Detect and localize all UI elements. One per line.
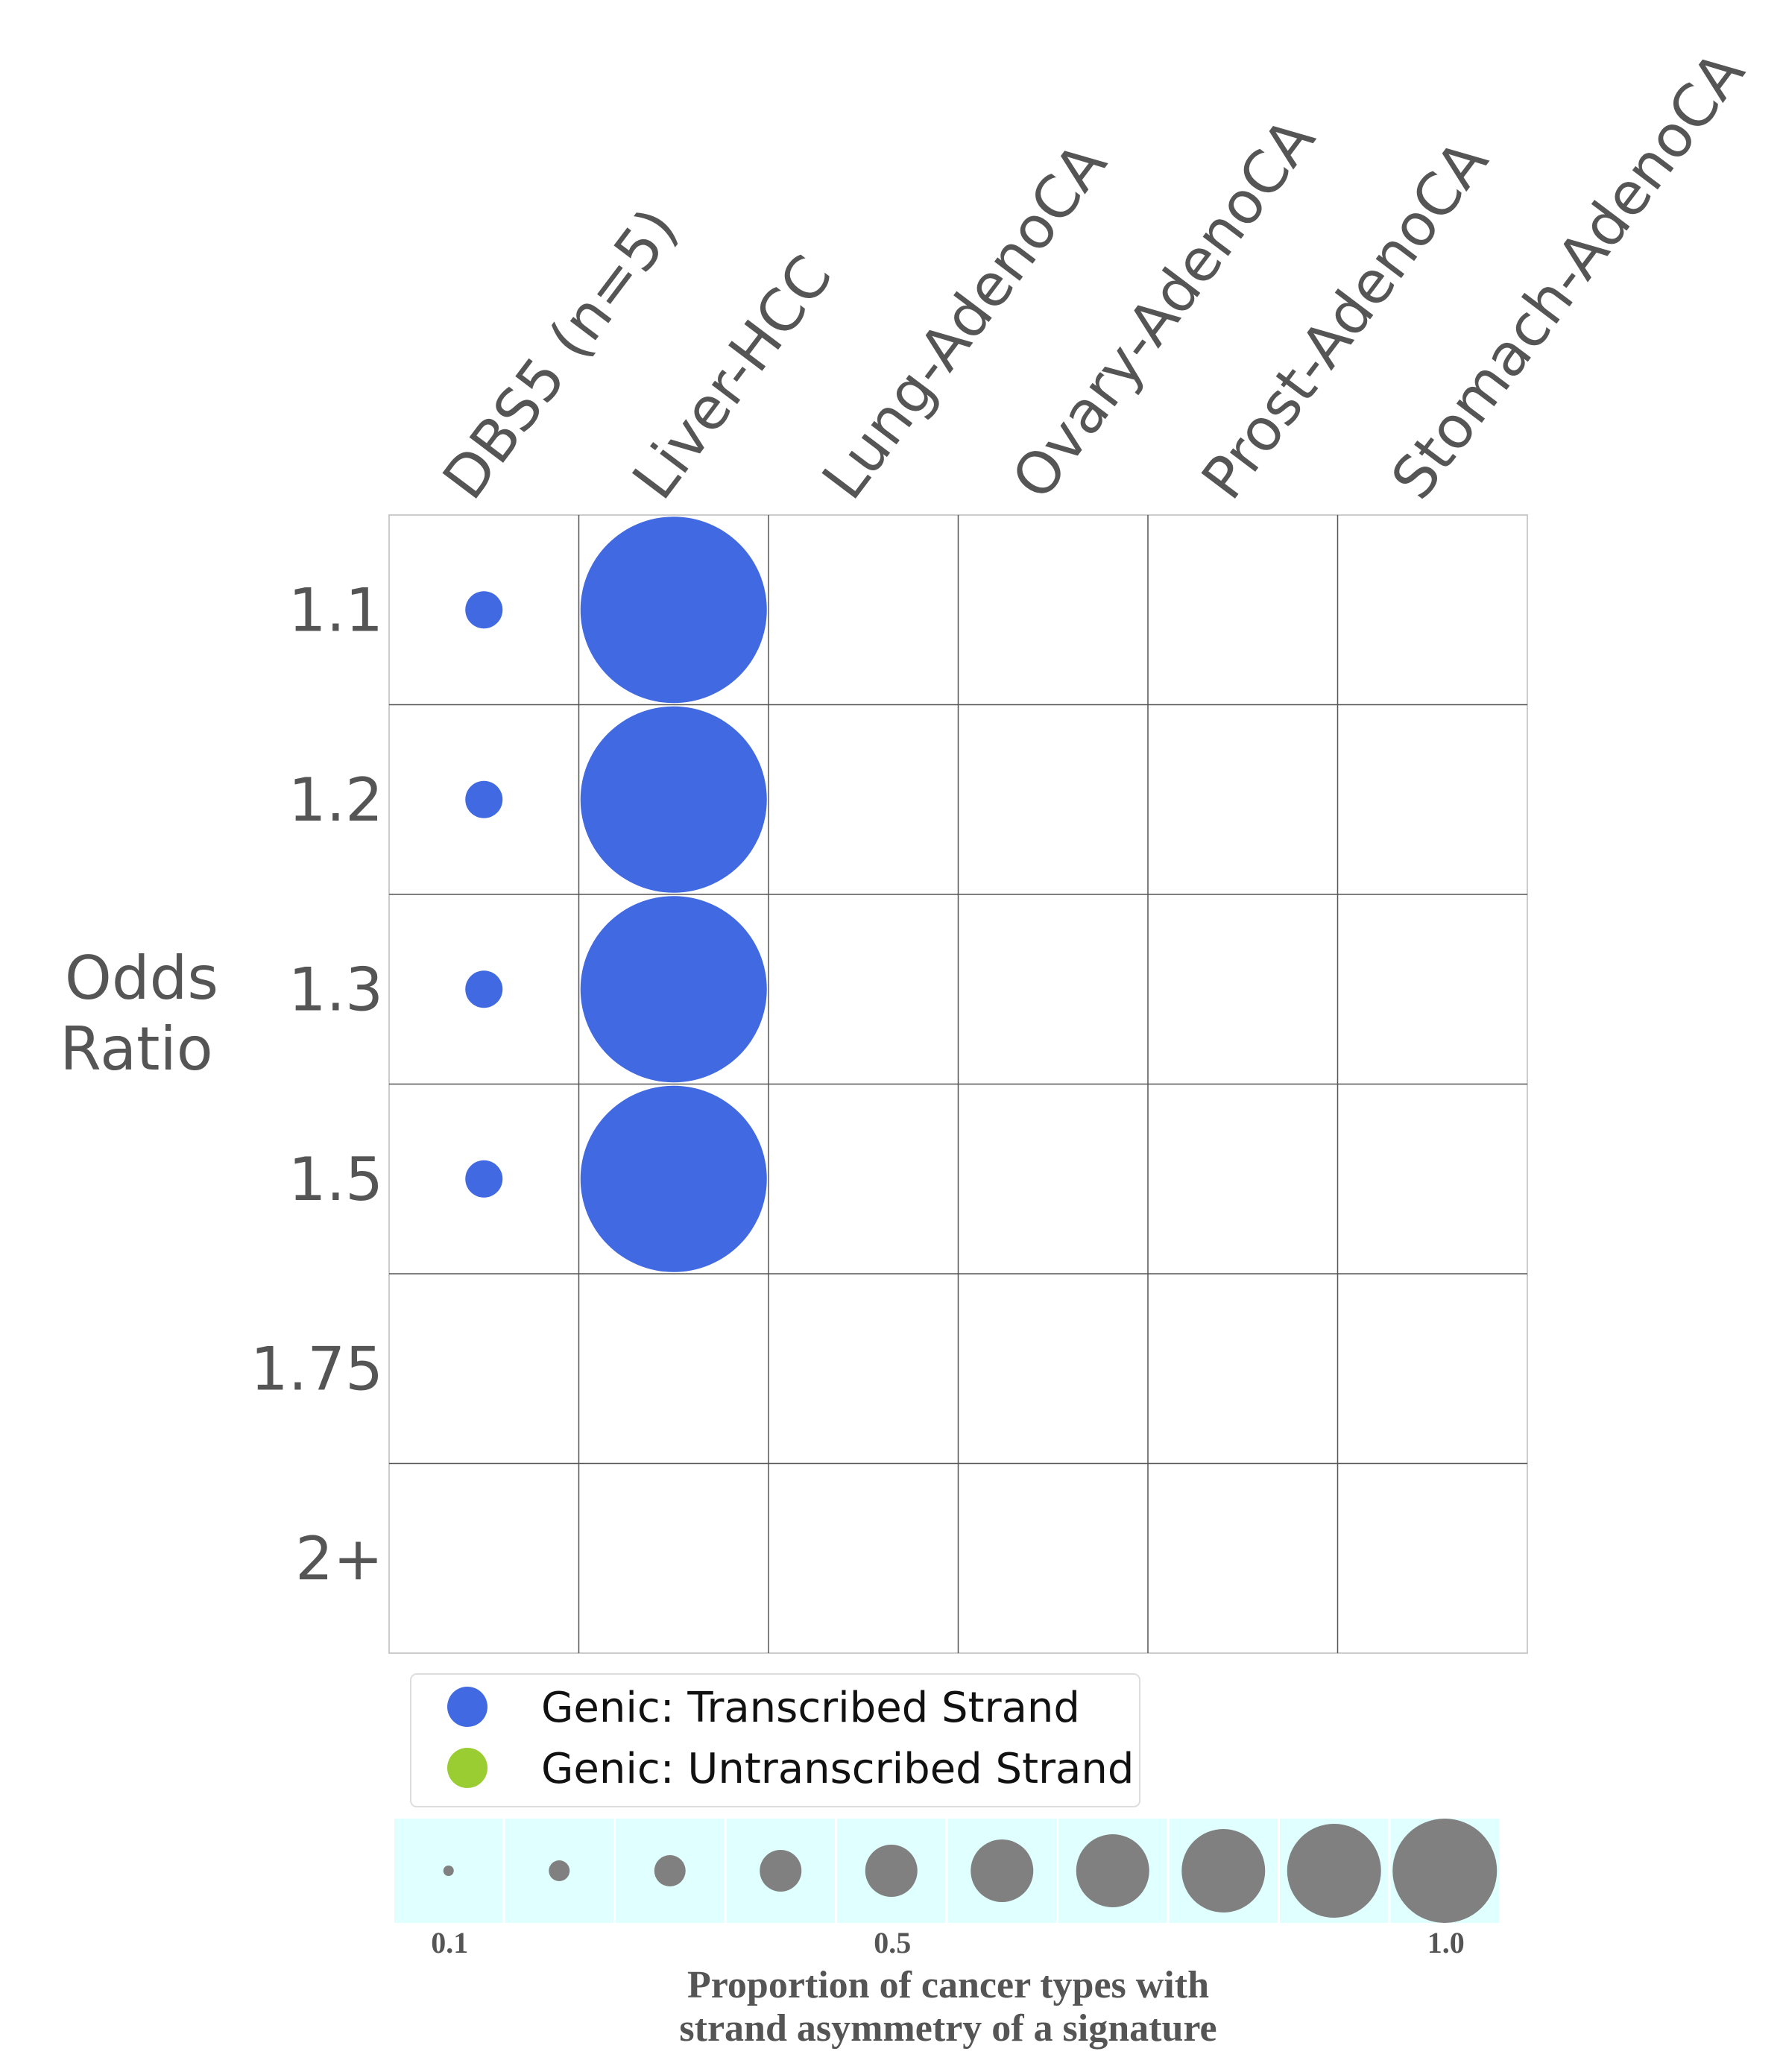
legend-box [410,1673,1140,1807]
size-legend-marker [1076,1834,1149,1907]
legend-marker-untranscribed [447,1748,487,1788]
size-legend-marker [865,1845,918,1897]
legend-label: Genic: Untranscribed Strand [541,1745,1134,1793]
size-legend-title: Proportion of cancer types with [687,1964,1209,2006]
row-labels: 1.1 1.2 1.3 1.5 1.75 2+ [250,575,383,1594]
size-legend-title: strand asymmetry of a signature [679,2007,1216,2050]
legend-marker-transcribed [447,1687,487,1727]
bubble-transcribed [580,896,767,1083]
row-label: 1.75 [250,1334,383,1403]
size-legend: 0.1 0.5 1.0 Proportion of cancer types with… [394,1819,1499,2050]
bubble-transcribed [580,706,767,893]
size-legend-marker [549,1860,570,1881]
bubble-transcribed [580,1085,767,1272]
y-axis-title-line-1: Odds [65,944,218,1013]
legend-label: Genic: Transcribed Strand [541,1684,1080,1732]
column-label: Stomach-AdenoCA [1379,40,1758,511]
y-axis-title: Odds Ratio [60,944,218,1084]
size-legend-tick: 0.5 [874,1926,911,1959]
grid [388,514,1528,1654]
row-label: 1.3 [288,955,383,1024]
bubble-transcribed [580,517,767,704]
size-legend-marker [1392,1819,1498,1923]
size-legend-marker [1287,1824,1381,1918]
row-label: 2+ [295,1524,383,1594]
row-label: 1.2 [288,765,383,835]
y-axis-title-line-2: Ratio [60,1014,212,1084]
column-labels: DBS5 (n=5)Liver-HCCLung-AdenoCAOvary-Ade… [431,40,1758,511]
size-legend-marker [971,1839,1034,1902]
row-label: 1.5 [288,1145,383,1214]
row-label: 1.1 [288,575,383,645]
size-legend-marker [443,1866,454,1876]
size-legend-marker [654,1855,686,1886]
bubble-transcribed [465,780,503,818]
size-legend-tick: 0.1 [431,1926,468,1959]
strand-legend: Genic: Transcribed Strand Genic: Untransc… [410,1673,1140,1807]
size-legend-tick: 1.0 [1427,1926,1465,1959]
bubble-transcribed [465,1160,503,1198]
bubble-transcribed [465,591,503,629]
size-legend-marker [760,1850,802,1892]
bubbles [465,517,767,1272]
size-legend-marker [1181,1829,1266,1913]
bubble-transcribed [465,970,503,1008]
